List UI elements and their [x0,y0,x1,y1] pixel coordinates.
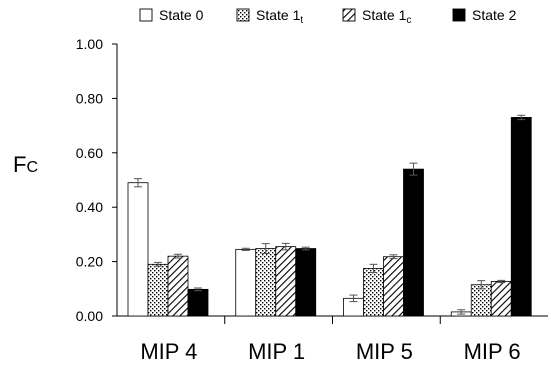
y-tick-label: 1.00 [76,36,103,52]
bar [147,263,169,317]
legend-label: State 1t [256,7,303,26]
legend-swatch [452,8,466,22]
legend: State 0 State 1t State 1c State 2 [139,7,517,26]
y-axis-label: FC [13,152,38,177]
legend-swatch [236,8,250,22]
legend-label: State 2 [472,7,517,23]
bar [490,281,512,317]
bar [363,267,384,317]
x-category-label: MIP 4 [140,339,197,364]
bar [275,246,297,317]
bar [470,284,492,317]
legend-swatch [139,8,153,22]
bar [403,168,424,317]
y-tick-label: 0.60 [76,145,103,161]
x-categories: MIP 4 MIP 1 MIP 5 MIP 6 [140,316,521,364]
legend-label: State 0 [159,7,204,23]
bar [255,248,277,317]
bar [510,117,532,317]
y-tick-label: 0.00 [76,308,103,324]
x-category-label: MIP 5 [356,339,413,364]
error-bars [134,114,526,315]
bar [187,288,209,317]
bar [235,248,257,317]
y-tick-label: 0.40 [76,199,103,215]
bar [295,248,317,317]
y-tick-label: 0.80 [76,90,103,106]
x-category-label: MIP 1 [248,339,305,364]
bars [127,117,532,317]
legend-label: State 1c [362,7,411,26]
bar [127,182,149,317]
y-tick-label: 0.20 [76,254,103,270]
bar [167,255,189,317]
y-ticks: 0.00 0.20 0.40 0.60 0.80 1.00 [76,36,117,324]
legend-swatch [342,8,356,22]
bar [383,256,404,317]
x-category-label: MIP 6 [464,339,521,364]
